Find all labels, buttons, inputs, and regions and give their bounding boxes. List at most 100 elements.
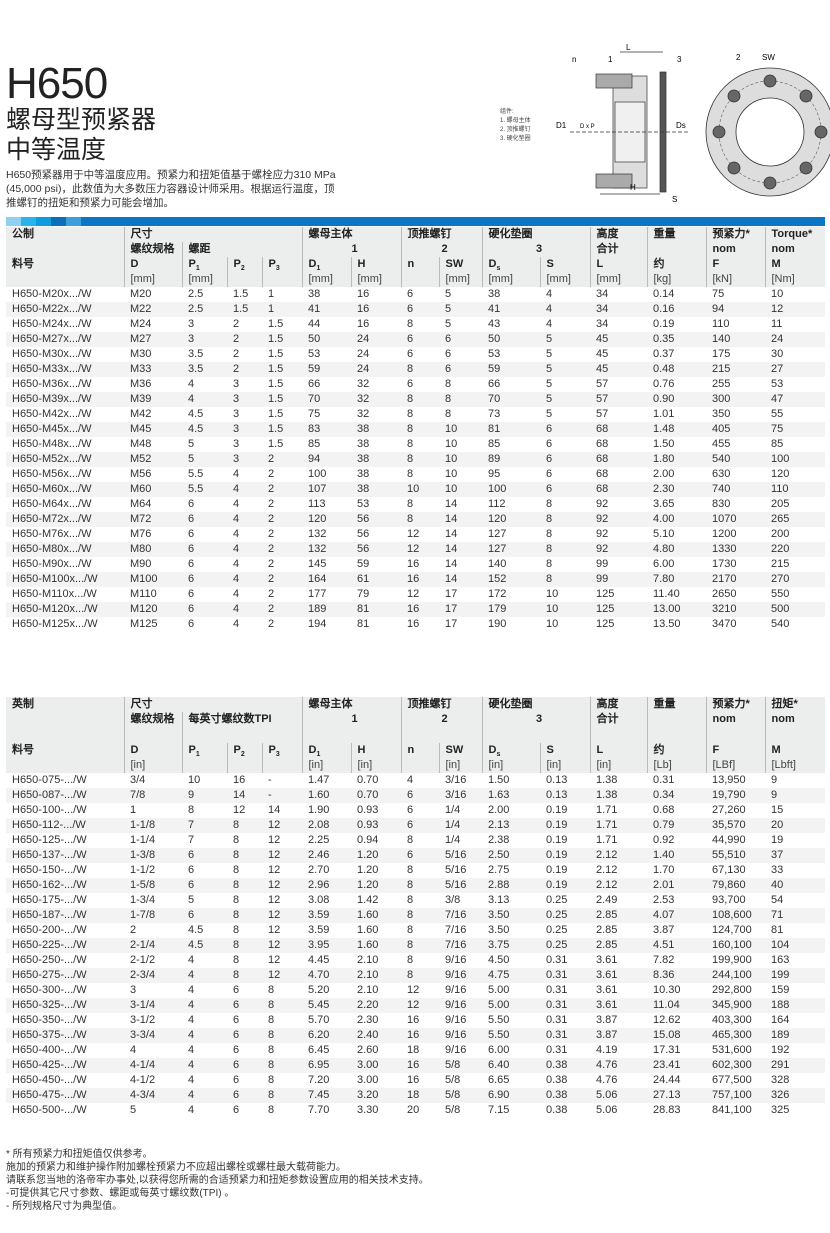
footnote: -可提供其它尺寸参数、螺距或每英寸螺纹数(TPI) 。: [6, 1188, 235, 1199]
cell: 1.5: [262, 422, 302, 437]
header-col-h: H: [350, 743, 401, 758]
cell: 8: [546, 558, 553, 570]
cell: 4: [188, 1044, 195, 1056]
cell: 13.00: [647, 602, 706, 617]
header-size: 尺寸: [123, 227, 302, 242]
cell: 5.10: [653, 528, 675, 540]
cell: 4: [227, 512, 262, 527]
cell: 4-1/4: [124, 1058, 182, 1073]
cell: 99: [596, 558, 609, 570]
cell: 152: [482, 572, 540, 587]
table-row: H650-112-.../W 1-1/8 7 8 12 2.08 0.93 6 1/4 2.13 0…: [6, 818, 825, 833]
table-row: H650-162-.../W 1-5/8 6 8 12 2.96 1.20 8 5/16 2.88…: [6, 878, 825, 893]
table-row: H650-175-.../W 1-3/4 5 8 12 3.08 1.42 8 3/8 3.13 0…: [6, 893, 825, 908]
cell: 0.79: [647, 818, 706, 833]
cell: 4-3/4: [124, 1088, 182, 1103]
table-row: H650-500-.../W 5 4 6 8 7.70 3.30 20 5/8 7.15 0.38 5…: [6, 1103, 825, 1118]
cell: 8: [407, 894, 414, 906]
cell: 8: [262, 1028, 302, 1043]
unit-label: [400, 758, 439, 773]
cell: 59: [302, 362, 351, 377]
cell: 4.19: [596, 1044, 618, 1056]
unit-label: [mm]: [589, 272, 647, 287]
header-col-p2: P2: [226, 743, 262, 758]
cell: 4: [407, 774, 414, 786]
cell: 45: [596, 348, 609, 360]
cell: 7/8: [124, 788, 182, 803]
cell: 56: [357, 528, 370, 540]
cell: 0.19: [540, 818, 590, 833]
table-row: H650-M30x.../W M30 3.5 2 1.5 53 24 6 6 53 5 45 0.37 1…: [6, 347, 825, 362]
header-part-group: 公制: [6, 227, 124, 242]
cell: 175: [712, 348, 731, 360]
cell: 2.00: [653, 468, 675, 480]
cell: 1.5: [262, 392, 302, 407]
cell: 2-1/4: [124, 938, 182, 953]
cell: H650-M110x.../W: [12, 588, 97, 600]
cell: 1.5: [262, 362, 302, 377]
cell: 6: [439, 362, 482, 377]
cell: 50: [482, 332, 540, 347]
cell: 0.76: [653, 378, 675, 390]
header-col-d1: D1: [301, 257, 351, 272]
cell: 7/16: [439, 938, 482, 953]
cell: H650-M39x.../W: [6, 392, 124, 407]
cell: 3: [130, 984, 137, 996]
cell: 19: [771, 834, 784, 846]
header-col-d: D: [123, 743, 182, 758]
cell: 6.00: [488, 1044, 510, 1056]
cell: 2.01: [647, 878, 706, 893]
cell: 6: [540, 482, 590, 497]
unit-label: [226, 272, 262, 287]
cell: 3.61: [596, 954, 618, 966]
cell: 3-1/4: [124, 998, 182, 1013]
cell: 45: [590, 332, 647, 347]
cell: 6: [407, 288, 414, 300]
cell: 3: [188, 318, 195, 330]
cell: 0.70: [351, 788, 401, 803]
table-row: H650-M27x.../W M27 3 2 1.5 50 24 6 6 50 5 45 0.35 140…: [6, 332, 825, 347]
cell: 11.04: [647, 998, 706, 1013]
cell: 3.61: [590, 998, 647, 1013]
cell: 55,510: [706, 848, 765, 863]
cell: 2650: [712, 588, 737, 600]
cell: 1.71: [596, 834, 618, 846]
cell: 12: [407, 528, 420, 540]
header-pitch: 每英寸螺纹数TPI: [181, 712, 302, 743]
cell: 100: [482, 482, 540, 497]
cell: 4.00: [647, 512, 706, 527]
cell: 6: [407, 804, 414, 816]
cell: 4: [546, 318, 553, 330]
table-row: H650-475-.../W 4-3/4 4 6 8 7.45 3.20 18 5/8 6.90 0…: [6, 1088, 825, 1103]
cell: 9: [771, 774, 778, 786]
cell: M110: [130, 588, 157, 600]
header-torque: Torque*: [764, 227, 825, 242]
cell: 164: [771, 1014, 790, 1026]
cell: 0.90: [647, 392, 706, 407]
cell: 0.34: [647, 788, 706, 803]
cell: 1.40: [647, 848, 706, 863]
cell: 8: [227, 968, 262, 983]
cell: 190: [488, 618, 507, 630]
cell: 540: [706, 452, 765, 467]
cell: 8: [227, 878, 262, 893]
cell: 194: [308, 618, 327, 630]
cell: 3.08: [308, 894, 330, 906]
cell: 1.60: [351, 908, 401, 923]
cell: 199,900: [712, 954, 752, 966]
cell: 2: [262, 452, 302, 467]
cell: 531,600: [712, 1044, 752, 1056]
header-nom-f: nom: [705, 712, 765, 743]
cell: 38: [357, 468, 370, 480]
cell: 0.31: [546, 1014, 568, 1026]
cell: 6: [401, 788, 439, 803]
cell: 1.5: [268, 378, 284, 390]
unit-label: [mm]: [181, 272, 227, 287]
cell: 6: [401, 848, 439, 863]
header-item-2: 2: [400, 242, 482, 257]
header-pitch: 螺距: [181, 242, 302, 257]
cell: 6: [227, 1058, 262, 1073]
unit-label: [kN]: [705, 272, 765, 287]
cell: 0.94: [357, 834, 379, 846]
cell: H650-M24x.../W: [12, 318, 92, 330]
